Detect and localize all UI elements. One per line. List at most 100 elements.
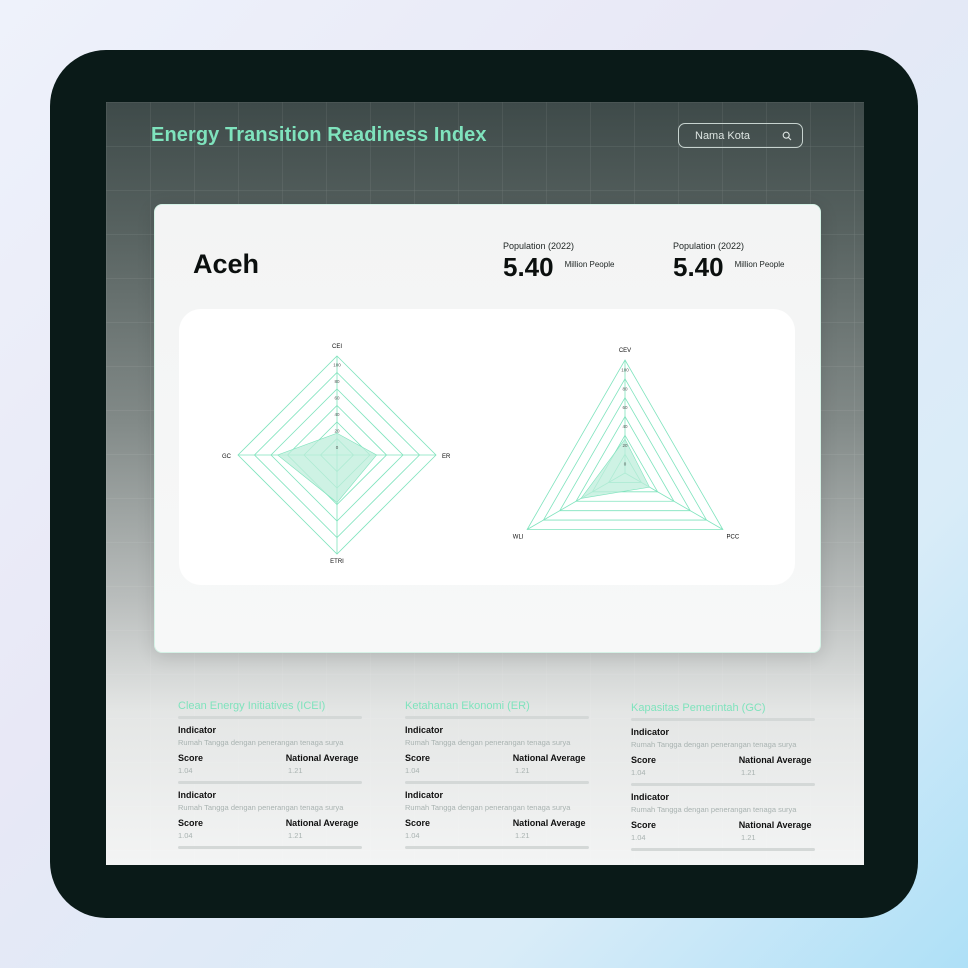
average-label: National Average	[512, 753, 586, 763]
radar-tick-label: 100	[333, 362, 341, 367]
average-label: National Average	[512, 818, 586, 828]
score-label: Score	[178, 818, 204, 828]
indicator-desc: Rumah Tangga dengan penerangan tenaga su…	[405, 738, 571, 747]
radar-tick-label: 0	[336, 445, 339, 450]
radar-grid-ring	[575, 415, 675, 502]
average-value: 1.21	[515, 831, 530, 840]
indicator-desc: Rumah Tangga dengan penerangan tenaga su…	[631, 805, 797, 814]
radar-tick-label: 40	[334, 412, 340, 417]
indicator-item: Indicator Rumah Tangga dengan penerangan…	[405, 790, 591, 849]
divider	[405, 716, 589, 719]
indicator-card-er: Ketahanan Ekonomi (ER) Indicator Rumah T…	[405, 700, 591, 849]
score-label: Score	[631, 820, 657, 830]
radar-chart-diamond: 0 20 40 60 80 100 CEI ER ETRI GC	[222, 344, 451, 565]
indicator-label: Indicator	[405, 790, 444, 800]
average-value: 1.21	[741, 833, 756, 842]
population-stat: Population (2022) 5.40 Million People	[673, 241, 784, 280]
radar-grid-ring	[559, 396, 691, 512]
radar-tick-label: 20	[334, 428, 340, 433]
average-label: National Average	[285, 753, 359, 763]
search-input[interactable]	[695, 129, 775, 142]
stat-label: Population (2022)	[673, 241, 745, 251]
search-box[interactable]	[678, 123, 803, 148]
indicator-label: Indicator	[178, 725, 217, 735]
stat-unit: Million People	[734, 260, 785, 269]
divider	[405, 846, 589, 849]
score-label: Score	[178, 753, 204, 763]
indicator-label: Indicator	[631, 792, 670, 802]
indicator-label: Indicator	[178, 790, 217, 800]
divider	[178, 846, 362, 849]
indicator-card-title: Kapasitas Pemerintah (GC)	[631, 702, 766, 714]
radar-axis-label: PCC	[727, 535, 740, 541]
indicator-label: Indicator	[631, 727, 670, 737]
radar-axis-label: WLI	[513, 535, 524, 541]
indicator-label: Indicator	[405, 725, 444, 735]
score-value: 1.04	[405, 831, 420, 840]
app-screen: Energy Transition Readiness Index Aceh P…	[106, 102, 864, 865]
average-value: 1.21	[741, 768, 756, 777]
radar-axis-label: CEV	[619, 348, 631, 354]
average-value: 1.21	[288, 766, 303, 775]
stat-value: 5.40	[673, 252, 724, 282]
radar-tick-label: 40	[622, 424, 628, 429]
radar-tick-label: 60	[622, 405, 628, 410]
indicator-item: Indicator Rumah Tangga dengan penerangan…	[178, 790, 364, 849]
stat-value: 5.40	[503, 252, 554, 282]
region-name: Aceh	[193, 249, 260, 279]
radar-chart-triangle: 0 20 40 60 80 100 CEV PCC WLI	[513, 348, 740, 541]
radar-tick-label: 60	[334, 395, 340, 400]
indicator-item: Indicator Rumah Tangga dengan penerangan…	[631, 727, 817, 786]
divider	[178, 781, 362, 784]
score-value: 1.04	[405, 766, 420, 775]
indicator-card-title: Clean Energy Initiatives (ICEI)	[178, 700, 326, 712]
radar-tick-label: 0	[624, 462, 627, 467]
radar-grid-ring	[526, 359, 724, 530]
divider	[631, 783, 815, 786]
indicator-card-gc: Kapasitas Pemerintah (GC) Indicator Ruma…	[631, 702, 817, 851]
stat-unit: Million People	[564, 260, 615, 269]
radar-tick-label: 100	[621, 367, 629, 372]
score-value: 1.04	[631, 768, 646, 777]
stat-label: Population (2022)	[503, 241, 575, 251]
radar-tick-label: 80	[622, 386, 628, 391]
indicator-card-icei: Clean Energy Initiatives (ICEI) Indicato…	[178, 700, 364, 849]
score-value: 1.04	[178, 766, 193, 775]
radar-data-area	[580, 438, 650, 499]
divider	[178, 716, 362, 719]
population-stat: Population (2022) 5.40 Million People	[503, 241, 614, 280]
app-title: Energy Transition Readiness Index	[151, 124, 487, 146]
average-value: 1.21	[515, 766, 530, 775]
score-label: Score	[631, 755, 657, 765]
radar-axis-label: GC	[222, 454, 232, 460]
radar-charts-panel: 0 20 40 60 80 100 CEI ER ETRI GC 0 20 40 60 80 100 CEV P…	[179, 309, 795, 585]
score-value: 1.04	[178, 831, 193, 840]
score-label: Score	[405, 818, 431, 828]
average-value: 1.21	[288, 831, 303, 840]
radar-axis-label: ETRI	[330, 559, 344, 565]
indicator-desc: Rumah Tangga dengan penerangan tenaga su…	[178, 738, 344, 747]
divider	[405, 781, 589, 784]
divider	[631, 718, 815, 721]
radar-tick-label: 80	[334, 379, 340, 384]
indicator-desc: Rumah Tangga dengan penerangan tenaga su…	[405, 803, 571, 812]
radar-tick-label: 20	[622, 443, 628, 448]
score-value: 1.04	[631, 833, 646, 842]
average-label: National Average	[285, 818, 359, 828]
divider	[631, 848, 815, 851]
indicator-item: Indicator Rumah Tangga dengan penerangan…	[631, 792, 817, 851]
average-label: National Average	[738, 755, 812, 765]
indicator-desc: Rumah Tangga dengan penerangan tenaga su…	[178, 803, 344, 812]
radar-axis-label: CEI	[332, 344, 342, 350]
region-card: Aceh Population (2022) 5.40 Million Peop…	[154, 204, 821, 653]
indicator-cards: Clean Energy Initiatives (ICEI) Indicato…	[106, 700, 864, 865]
radar-data-area	[276, 432, 378, 503]
radar-axis-label: ER	[442, 454, 451, 460]
indicator-card-title: Ketahanan Ekonomi (ER)	[405, 700, 530, 712]
average-label: National Average	[738, 820, 812, 830]
radar-grid-ring	[542, 378, 708, 521]
indicator-item: Indicator Rumah Tangga dengan penerangan…	[178, 725, 364, 784]
score-label: Score	[405, 753, 431, 763]
search-icon[interactable]	[782, 131, 792, 141]
indicator-item: Indicator Rumah Tangga dengan penerangan…	[405, 725, 591, 784]
